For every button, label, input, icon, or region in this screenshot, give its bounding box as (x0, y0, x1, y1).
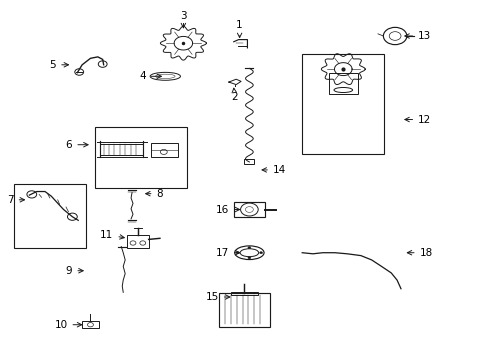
Bar (233, 202, 264, 217)
Text: 7: 7 (7, 195, 24, 205)
Circle shape (236, 252, 239, 254)
Text: 14: 14 (262, 165, 285, 175)
Text: 8: 8 (145, 189, 163, 199)
Bar (219, 293, 269, 327)
Text: 16: 16 (215, 204, 239, 215)
Bar (95, 127, 187, 188)
Text: 1: 1 (236, 20, 243, 37)
Text: 4: 4 (139, 71, 161, 81)
Bar (150, 143, 177, 157)
Text: 17: 17 (215, 248, 239, 258)
Text: 3: 3 (180, 11, 186, 28)
Text: 15: 15 (205, 292, 229, 302)
Text: 13: 13 (404, 31, 430, 41)
Circle shape (247, 247, 250, 249)
Bar (230, 292, 257, 295)
Bar (81, 321, 99, 328)
Circle shape (247, 257, 250, 259)
Text: 18: 18 (407, 248, 432, 258)
Text: 11: 11 (100, 230, 124, 240)
Bar (328, 73, 357, 94)
Text: 5: 5 (49, 60, 68, 70)
Circle shape (259, 252, 262, 254)
Bar (100, 144, 143, 155)
Text: 2: 2 (231, 88, 238, 102)
Text: 10: 10 (54, 320, 81, 330)
Text: 6: 6 (65, 140, 88, 150)
Text: 12: 12 (404, 114, 430, 125)
Bar (244, 159, 254, 164)
Text: 9: 9 (65, 266, 83, 276)
Bar (14, 184, 86, 248)
Bar (127, 235, 149, 248)
Bar (302, 54, 384, 154)
